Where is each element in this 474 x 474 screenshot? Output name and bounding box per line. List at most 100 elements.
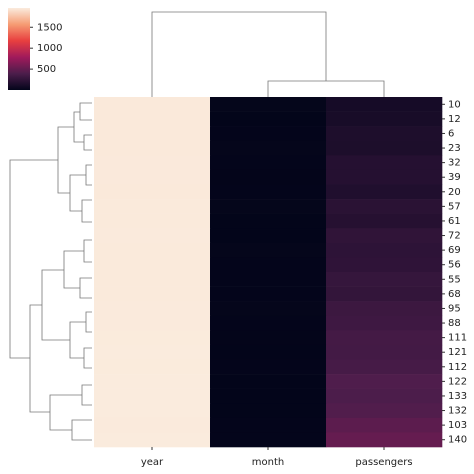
row-label: 133 [448, 391, 467, 402]
colorbar-tick-label: 1000 [37, 43, 62, 54]
heatmap-cell [210, 228, 327, 244]
heatmap-cell [94, 359, 211, 375]
row-label: 103 [448, 420, 467, 431]
heatmap-cell [210, 330, 327, 346]
row-dendrogram [9, 102, 92, 441]
row-label: 23 [448, 143, 461, 154]
heatmap-cell [94, 111, 211, 127]
heatmap-cell [326, 301, 443, 317]
heatmap-cell [210, 272, 327, 287]
heatmap-cell [210, 432, 327, 448]
heatmap-cell [210, 403, 327, 419]
heatmap-cell [210, 301, 327, 317]
row-label: 112 [448, 362, 467, 373]
column-label: year [141, 457, 164, 468]
heatmap-cell [94, 417, 211, 433]
row-label: 69 [448, 245, 461, 256]
heatmap-cell [326, 417, 443, 433]
heatmap-cell [326, 184, 443, 200]
heatmap-cell [94, 374, 211, 389]
heatmap-cell [210, 388, 327, 404]
row-label: 72 [448, 231, 461, 242]
row-label: 121 [448, 347, 467, 358]
heatmap-cell [94, 155, 211, 171]
row-label: 12 [448, 114, 461, 125]
heatmap-cell [326, 344, 443, 360]
heatmap-cell [94, 140, 211, 156]
heatmap-cell [326, 242, 443, 258]
colorbar [8, 8, 30, 90]
heatmap-cell [210, 140, 327, 156]
heatmap-cell [210, 97, 327, 112]
heatmap-cell [210, 315, 327, 331]
row-label: 39 [448, 172, 461, 183]
heatmap-cell [94, 213, 211, 229]
heatmap-cell [210, 155, 327, 171]
heatmap-cell [326, 169, 443, 185]
column-dendrogram [151, 11, 385, 97]
heatmap-cell [326, 359, 443, 375]
row-label: 122 [448, 376, 467, 387]
heatmap-cell [326, 126, 443, 142]
heatmap-cell [326, 140, 443, 156]
colorbar-tick-label: 500 [37, 64, 56, 75]
heatmap-cell [210, 184, 327, 200]
row-label: 20 [448, 187, 461, 198]
heatmap-cell [210, 257, 327, 273]
heatmap-cell [210, 199, 327, 214]
heatmap-cell [326, 388, 443, 404]
heatmap-cell [94, 301, 211, 317]
heatmap-cell [210, 126, 327, 142]
row-label: 88 [448, 318, 461, 329]
heatmap-cell [94, 184, 211, 200]
row-label: 111 [448, 333, 467, 344]
heatmap-cell [94, 403, 211, 419]
heatmap-cell [326, 155, 443, 171]
heatmap-cell [326, 257, 443, 273]
heatmap-cell [94, 126, 211, 142]
heatmap-cell [94, 286, 211, 302]
heatmap-cell [326, 374, 443, 389]
heatmap-cell [94, 97, 211, 112]
heatmap-cell [94, 257, 211, 273]
row-label: 132 [448, 406, 467, 417]
heatmap-cell [210, 169, 327, 185]
heatmap-cell [210, 242, 327, 258]
heatmap-cell [210, 359, 327, 375]
row-label: 56 [448, 260, 461, 271]
heatmap-cell [326, 330, 443, 346]
column-label: month [252, 457, 284, 468]
heatmap-cell [210, 417, 327, 433]
heatmap-cell [210, 213, 327, 229]
heatmap-cell [326, 272, 443, 287]
heatmap-cell [326, 199, 443, 214]
heatmap-cell [94, 242, 211, 258]
row-label: 55 [448, 274, 461, 285]
row-label: 61 [448, 216, 461, 227]
row-label: 6 [448, 128, 454, 139]
heatmap-cell [210, 344, 327, 360]
heatmap-cell [326, 432, 443, 448]
row-label: 32 [448, 158, 461, 169]
row-label: 10 [448, 99, 461, 110]
heatmap-cell [94, 330, 211, 346]
heatmap-cell [94, 169, 211, 185]
heatmap-cell [326, 403, 443, 419]
row-label: 68 [448, 289, 461, 300]
heatmap-cell [210, 111, 327, 127]
row-label: 57 [448, 201, 461, 212]
heatmap-cell [210, 286, 327, 302]
heatmap-cell [326, 111, 443, 127]
heatmap-cell [326, 213, 443, 229]
heatmap-cell [326, 97, 443, 112]
heatmap-cell [94, 272, 211, 287]
heatmap-cell [326, 228, 443, 244]
heatmap-cell [94, 344, 211, 360]
row-label: 95 [448, 303, 461, 314]
row-label: 140 [448, 435, 467, 446]
heatmap-cell [94, 228, 211, 244]
column-label: passengers [355, 457, 412, 468]
heatmap-cell [94, 315, 211, 331]
heatmap-cell [326, 286, 443, 302]
